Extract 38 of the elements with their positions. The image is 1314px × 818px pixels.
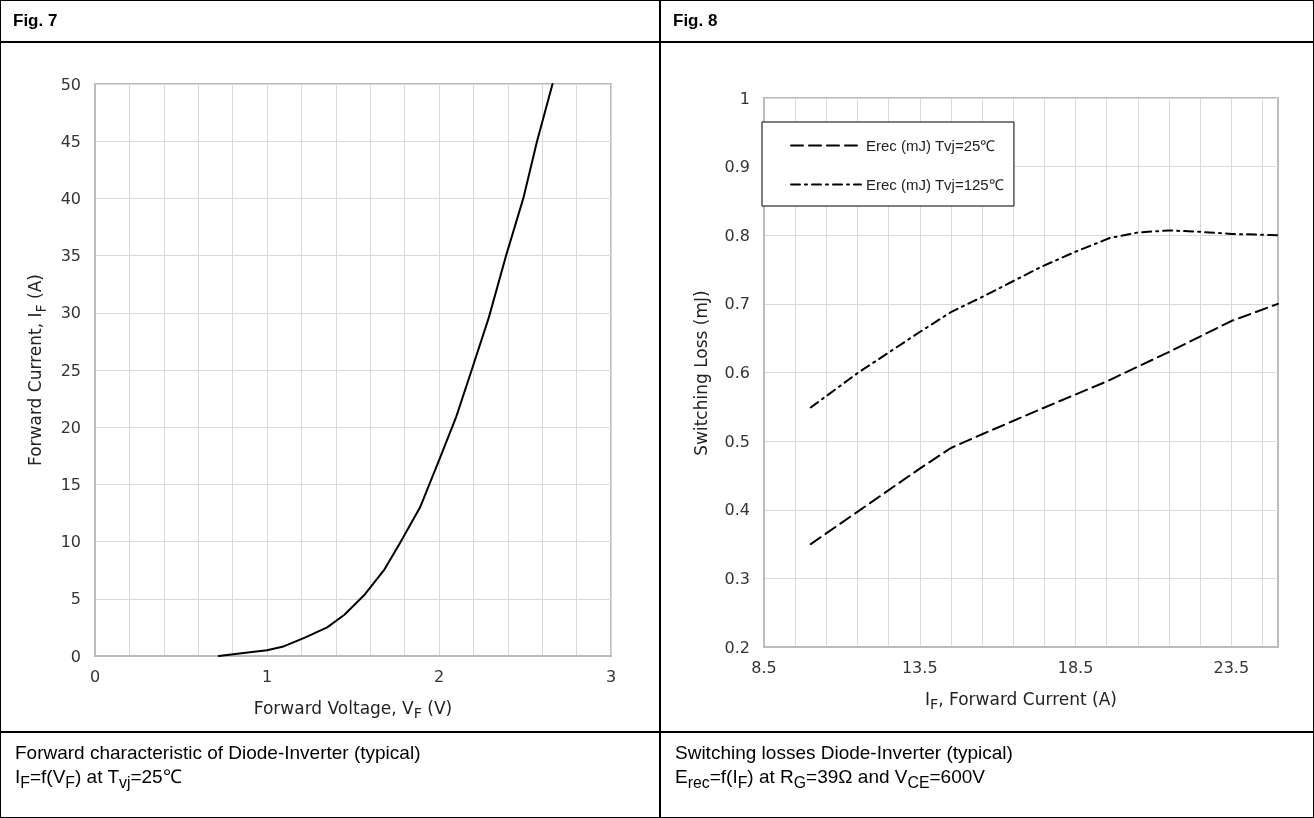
y-tick-label: 0.3 xyxy=(724,568,750,588)
y-tick-label: 15 xyxy=(60,474,81,494)
text: E$_{rec}$=f(I$_{F}$) at R$_{G}$=39Ω and V$_{CE}$=600V xyxy=(675,766,985,791)
y-tick-label: 0.8 xyxy=(724,225,750,245)
text: Forward characteristic of Diode-Inverter (typical) xyxy=(15,741,422,765)
text: Switching losses Diode-Inverter (typical) xyxy=(675,741,1014,765)
y-tick-label: 0.9 xyxy=(724,157,750,177)
y-tick-label: 0.7 xyxy=(724,294,750,314)
y-tick-label: 5 xyxy=(70,589,81,609)
y-axis-title: Switching Loss (mJ) xyxy=(691,289,711,456)
legend-label: Erec (mJ) Tvj=25℃ xyxy=(866,137,996,154)
x-tick-label: 0 xyxy=(89,666,101,686)
x-axis-title: I$_{F}$, Forward Current (A) xyxy=(925,689,1117,713)
y-tick-label: 50 xyxy=(60,74,81,94)
chart-title: Fig. 7 xyxy=(1,1,659,43)
y-tick-label: 30 xyxy=(60,303,81,323)
y-tick-label: 45 xyxy=(60,131,81,151)
x-tick-label: 18.5 xyxy=(1057,657,1094,677)
y-tick-label: 10 xyxy=(60,532,81,552)
y-tick-label: 0.4 xyxy=(724,500,750,520)
y-tick-label: 40 xyxy=(60,188,81,208)
chart-title: Fig. 8 xyxy=(661,1,1313,43)
y-tick-label: 35 xyxy=(60,246,81,266)
y-tick-label: 20 xyxy=(60,417,81,437)
y-tick-label: 0.5 xyxy=(724,431,750,451)
y-tick-label: 25 xyxy=(60,360,81,380)
y-tick-label: 0.6 xyxy=(724,363,750,382)
x-axis-title: Forward Voltage, V$_{F}$ (V) xyxy=(253,698,453,722)
x-tick-label: 2 xyxy=(433,666,445,686)
y-tick-label: 0.2 xyxy=(724,637,750,657)
x-tick-label: 23.5 xyxy=(1213,657,1250,677)
legend-label: Erec (mJ) Tvj=125℃ xyxy=(866,176,1004,193)
x-tick-label: 3 xyxy=(605,666,617,686)
x-tick-label: 8.5 xyxy=(751,657,777,677)
y-tick-label: 1 xyxy=(739,88,750,108)
x-tick-label: 13.5 xyxy=(901,657,938,677)
x-tick-label: 1 xyxy=(261,666,273,686)
text: I$_{F}$=f(V$_{F}$) at T$_{vj}$=25℃ xyxy=(15,765,183,793)
